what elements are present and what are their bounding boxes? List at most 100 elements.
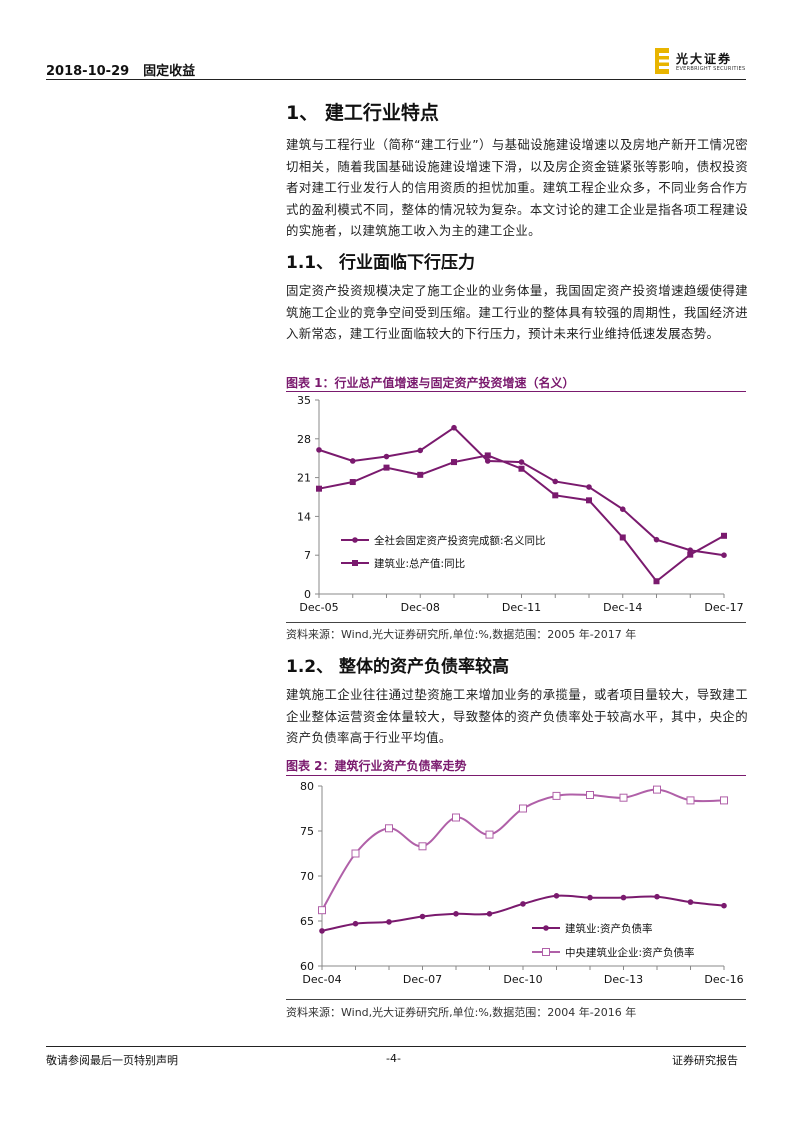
chart-1-series-2-point [586, 497, 592, 504]
chart-1-series-1-point [316, 447, 322, 453]
chart-1-series-1-point [383, 453, 390, 460]
chart-2-x-tick-label: Dec-04 [302, 973, 341, 986]
chart-1-x-tick-label: Dec-08 [401, 601, 440, 614]
chart-1: 0 7 14 21 28 35 Dec-05 Dec-08 Dec-11 Dec-14 Dec-17… [297, 394, 744, 614]
chart-1-series-2-point [619, 534, 626, 541]
chart-1-y-tick-label: 21 [297, 472, 311, 485]
chart-2-series-2-point [720, 796, 728, 805]
chart-1-series-1-point [653, 536, 660, 543]
logo-cn-text: 光大证券 [676, 52, 733, 66]
chart-1-series-2-point [383, 464, 390, 471]
chart-1-series-1-point [451, 424, 457, 431]
intro-paragraph: 建筑与工程行业（简称“建工行业”）与基础设施建设增速以及房地产新开工情况密切相关… [286, 137, 748, 238]
chart-1-series-1-point [586, 484, 592, 490]
chart-1-series-1-point [518, 459, 525, 465]
chart-2-series-1-point [620, 894, 627, 901]
paragraph-1-1: 固定资产投资规模决定了施工企业的业务体量，我国固定资产投资增速趋缓使得建筑施工企… [286, 283, 748, 341]
chart-2-series-1-point [520, 901, 526, 907]
chart-1-legend-marker-1 [352, 537, 358, 543]
chart-1-series-1-point [349, 458, 356, 464]
footer-disclaimer: 敬请参阅最后一页特别声明 [46, 1054, 178, 1067]
chart-2-series-2-point [418, 842, 427, 851]
chart-2: 60 65 70 75 80 Dec-04 Dec-07 Dec-10 Dec-13 Dec-16… [300, 780, 744, 986]
chart-1-series-1-point [552, 478, 559, 485]
chart-2-y-tick-label: 65 [300, 915, 314, 928]
chart-1-series-1-point [619, 506, 626, 512]
chart-1-y-tick-label: 14 [297, 510, 311, 523]
chart-2-series-1-point [553, 893, 560, 899]
chart-1-x-tick-label: Dec-14 [603, 601, 642, 614]
chart-1-series-2-point [316, 485, 322, 492]
chart-2-series-1-point [486, 911, 493, 917]
page-number: -4- [386, 1052, 401, 1065]
figure-1-rule [286, 391, 746, 392]
chart-1-y-tick-label: 7 [304, 549, 311, 562]
chart-2-y-tick-label: 75 [300, 825, 314, 838]
chart-1-series-2-point [552, 492, 559, 499]
figure-2-title: 图表 2：建筑行业资产负债率走势 [286, 759, 467, 773]
paragraph-1-2: 建筑施工企业往往通过垫资施工来增加业务的承揽量，或者项目量较大，导致建工企业整体… [286, 687, 748, 745]
chart-1-series-2-point [349, 479, 356, 486]
chart-2-series-1-point [386, 919, 392, 925]
chart-2-series-1-point [453, 911, 459, 917]
chart-1-series-1-point [484, 458, 491, 464]
chart-2-series-2-point [385, 824, 393, 833]
chart-2-y-tick-label: 80 [300, 780, 314, 793]
chart-2-series-2-point [485, 830, 494, 839]
footer-report-type: 证券研究报告 [672, 1054, 738, 1067]
chart-2-legend-label-2: 中央建筑业企业:资产负债率 [565, 946, 695, 959]
chart-1-x-tick-label: Dec-11 [502, 601, 541, 614]
chart-2-series-2-point [351, 849, 360, 858]
figure-1-source-rule [286, 622, 746, 623]
chart-1-series-1-point [687, 547, 694, 554]
figure-1-title: 图表 1：行业总产值增速与固定资产投资增速（名义） [286, 376, 575, 390]
figure-1-source: 资料来源：Wind,光大证券研究所,单位:%,数据范围：2005 年-2017 … [286, 628, 637, 641]
heading-1-1: 1.1、 行业面临下行压力 [286, 253, 476, 273]
report-date: 2018-10-29 [46, 64, 130, 79]
chart-1-series-1-point [721, 552, 727, 558]
chart-2-series-1-point [687, 899, 694, 905]
chart-2-series-1-point [352, 920, 359, 927]
chart-2-series-1-line [321, 894, 725, 932]
report-header: 2018-10-29 固定收益 [46, 60, 195, 79]
chart-2-series-1-point [419, 913, 426, 920]
chart-2-series-2-point [519, 804, 527, 813]
chart-1-y-tick-label: 28 [297, 433, 311, 446]
chart-2-series-2-point [452, 813, 460, 822]
chart-2-x-tick-label: Dec-13 [604, 973, 643, 986]
chart-1-series-2-point [721, 532, 727, 539]
chart-1-series-2-point [687, 551, 694, 558]
chart-1-series-2-point [518, 465, 525, 472]
header-rule [46, 79, 746, 80]
chart-2-series-2-point [653, 785, 661, 794]
chart-2-y-tick-label: 70 [300, 870, 314, 883]
chart-2-series-1-point [721, 902, 727, 909]
logo-en-text: EVERBRIGHT SECURITIES [676, 66, 746, 72]
report-section: 固定收益 [143, 64, 196, 79]
chart-1-x-tick-label: Dec-17 [704, 601, 743, 614]
heading-1-2: 1.2、 整体的资产负债率较高 [286, 657, 510, 677]
chart-2-legend-label-1: 建筑业:资产负债率 [565, 922, 653, 935]
chart-2-series-2-point [586, 791, 594, 799]
figure-2-source-rule [286, 999, 746, 1000]
heading-1: 1、 建工行业特点 [286, 102, 439, 124]
chart-2-series-1-point [654, 893, 660, 900]
chart-2-x-tick-label: Dec-07 [403, 973, 442, 986]
everbright-logo: 光大证券 EVERBRIGHT SECURITIES [654, 48, 754, 76]
chart-2-series-2-point [318, 906, 326, 915]
chart-1-y-tick-label: 35 [297, 394, 311, 407]
chart-2-series-1-point [319, 928, 325, 934]
figure-2-source: 资料来源：Wind,光大证券研究所,单位:%,数据范围：2004 年-2016 … [286, 1006, 637, 1019]
chart-2-x-tick-label: Dec-16 [704, 973, 743, 986]
chart-2-y-tick-label: 60 [300, 960, 314, 973]
chart-2-series-2-point [619, 793, 628, 802]
chart-1-series-2-point [451, 459, 457, 466]
chart-2-series-2-point [552, 791, 561, 800]
chart-1-x-tick-label: Dec-05 [299, 601, 338, 614]
chart-1-legend-marker-2 [352, 560, 358, 566]
chart-1-series-1-point [417, 447, 424, 454]
chart-1-series-2-point [653, 578, 660, 585]
chart-2-x-tick-label: Dec-10 [503, 973, 542, 986]
chart-1-series-2-point [417, 471, 424, 478]
chart-1-legend-label-1: 全社会固定资产投资完成额:名义同比 [374, 534, 546, 547]
